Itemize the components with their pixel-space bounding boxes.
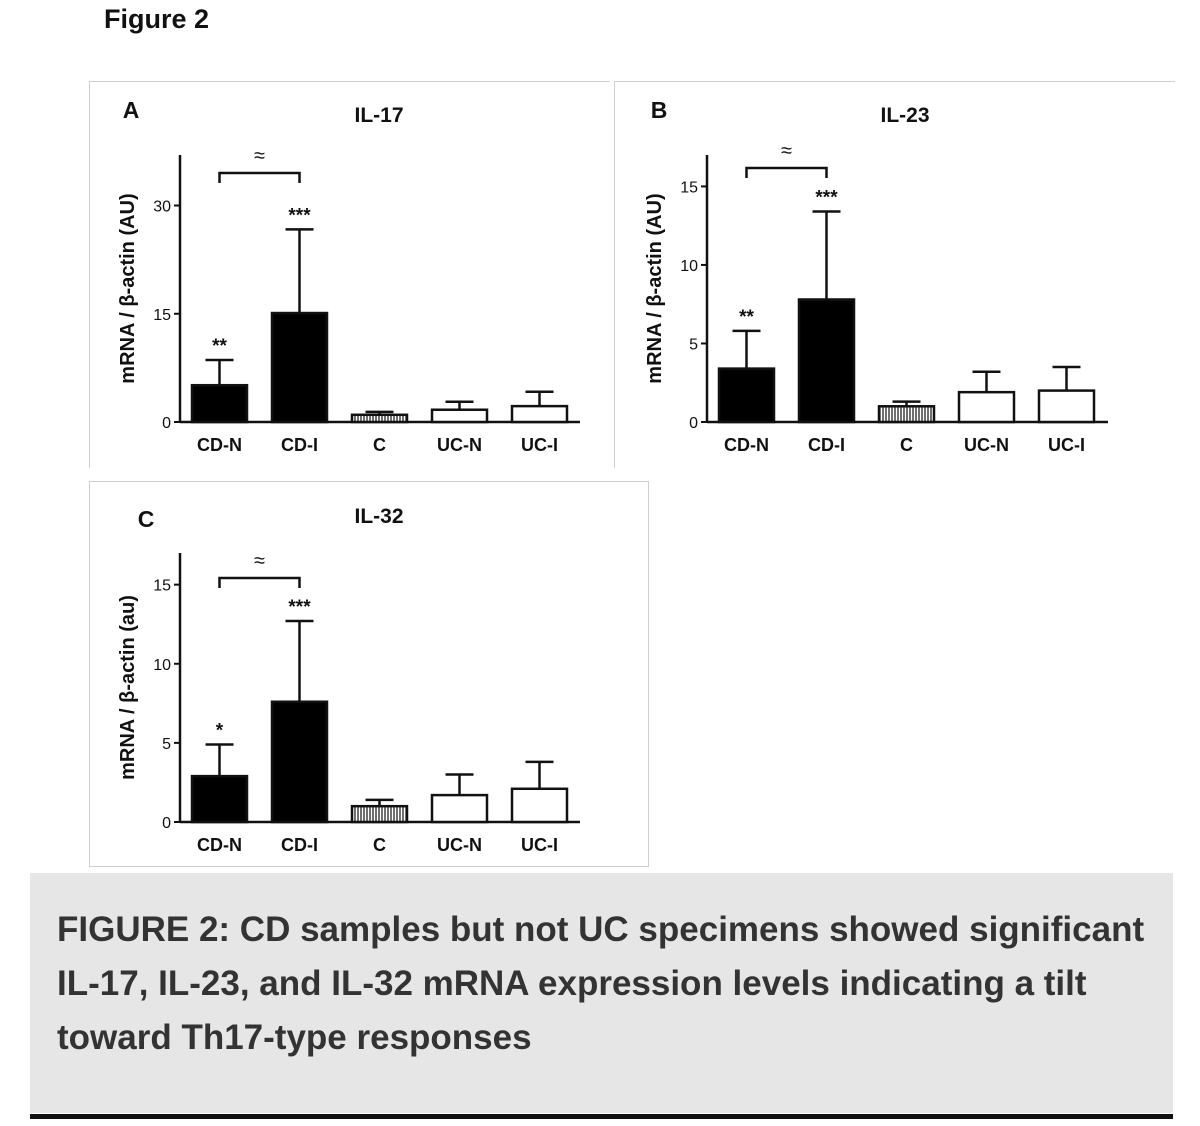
panel-a-bar — [510, 404, 569, 424]
caption-box: FIGURE 2: CD samples but not UC specimen… — [30, 873, 1173, 1113]
figure-heading: Figure 2 — [104, 4, 210, 34]
panel-c-significance: * — [216, 720, 224, 741]
panel-c-letter: C — [138, 506, 155, 532]
panel-b-bar — [717, 367, 776, 424]
panel-b-letter: B — [651, 97, 668, 123]
panel-a-ytick-label: 0 — [162, 415, 171, 432]
panel-c-category-label: UC-I — [521, 835, 558, 855]
panel-b-ytick-label: 0 — [689, 415, 698, 432]
panel-b-bar — [1037, 389, 1096, 424]
panel-c-category-label: CD-I — [281, 835, 318, 855]
panel-c-ytick-label: 10 — [153, 657, 171, 674]
panel-c-category-label: CD-N — [197, 835, 242, 855]
panel-c-bar — [430, 793, 489, 824]
panel-b-ylabel: mRNA / β-actin (AU) — [644, 193, 666, 383]
panel-b-ytick-label: 15 — [680, 179, 698, 196]
panel-a-title: IL-17 — [354, 104, 403, 127]
panel-c-ytick-label: 5 — [162, 736, 171, 753]
panel-a-comparison-symbol: ≈ — [254, 145, 265, 167]
panel-c-ylabel: mRNA / β-actin (au) — [117, 595, 139, 780]
bottom-rule — [30, 1114, 1173, 1119]
panel-b-ytick-label: 10 — [680, 258, 698, 275]
panel-a-category-label: C — [373, 435, 386, 455]
panel-c-significance: *** — [288, 597, 311, 618]
panel-a-significance: *** — [288, 205, 311, 226]
panel-c-frame — [89, 481, 649, 867]
panel-c-comparison-symbol: ≈ — [254, 550, 265, 572]
panel-a-ytick-label: 30 — [153, 199, 171, 216]
panel-a-comparison-bracket — [218, 171, 301, 183]
panel-a-category-label: UC-N — [437, 435, 482, 455]
panel-c-comparison-bracket — [218, 576, 301, 588]
panel-b-ytick-label: 5 — [689, 336, 698, 353]
panel-a-ytick-label: 15 — [153, 307, 171, 324]
panel-a-bar — [430, 408, 489, 424]
panel-c-category-label: C — [373, 835, 386, 855]
panel-c-bar — [350, 804, 409, 824]
panel-c-ytick-label: 15 — [153, 578, 171, 595]
panel-a-letter: A — [123, 97, 140, 123]
figure-caption: FIGURE 2: CD samples but not UC specimen… — [57, 910, 1145, 1057]
panel-c-bar — [510, 787, 569, 824]
panel-c-title: IL-32 — [354, 505, 403, 528]
panel-b-comparison-symbol: ≈ — [781, 140, 792, 162]
panel-a-bar — [350, 413, 409, 424]
panel-a-significance: ** — [212, 336, 227, 357]
panel-a-category-label: UC-I — [521, 435, 558, 455]
panel-c-category-label: UC-N — [437, 835, 482, 855]
panel-b-bar — [957, 390, 1016, 424]
panel-b-category-label: CD-N — [724, 435, 769, 455]
panel-a-category-label: CD-I — [281, 435, 318, 455]
panel-b-bar — [797, 298, 856, 424]
panel-b-category-label: CD-I — [808, 435, 845, 455]
panel-c-bar — [270, 700, 329, 824]
panel-b-significance: ** — [739, 307, 754, 328]
panel-a-frame — [89, 81, 610, 468]
panel-a-category-label: CD-N — [197, 435, 242, 455]
panel-b-frame — [614, 81, 1175, 468]
panel-b-category-label: C — [900, 435, 913, 455]
panel-a-bar — [190, 383, 249, 424]
panel-b-comparison-bracket — [745, 166, 828, 178]
panel-a-bar — [270, 311, 329, 424]
panel-b-category-label: UC-I — [1048, 435, 1085, 455]
panel-b-category-label: UC-N — [964, 435, 1009, 455]
panel-c-ytick-label: 0 — [162, 815, 171, 832]
panel-a-ylabel: mRNA / β-actin (AU) — [117, 193, 139, 383]
panel-b-title: IL-23 — [880, 104, 929, 127]
panel-c-bar — [190, 774, 249, 824]
panel-b-significance: *** — [815, 188, 838, 209]
panel-b-bar — [877, 405, 936, 424]
